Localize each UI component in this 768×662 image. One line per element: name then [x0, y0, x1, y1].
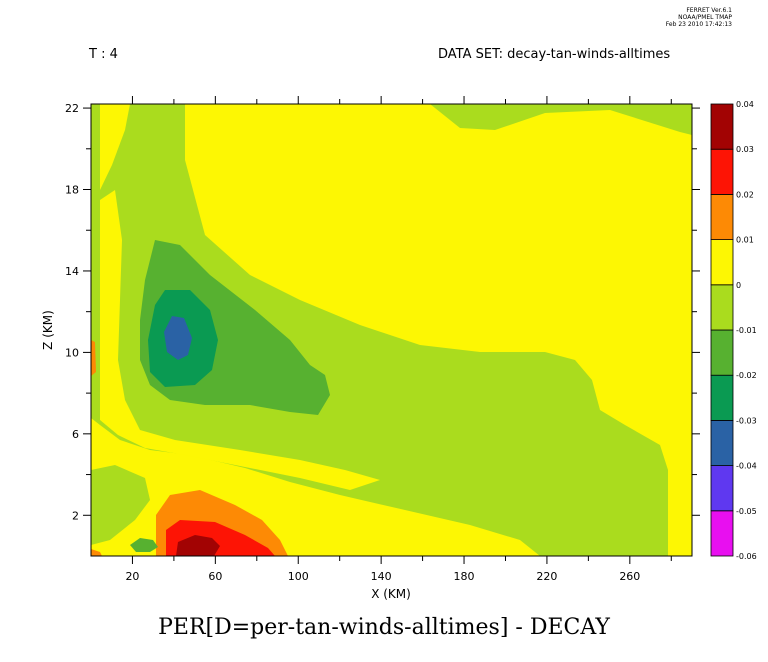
contour-band-pos004: [176, 535, 220, 556]
colorbar-label: 0: [736, 281, 741, 290]
colorbar-swatch: [710, 510, 734, 557]
plot-frame: [90, 103, 693, 557]
colorbar-swatch: [710, 193, 734, 240]
contour-band-neg001-top-right: [430, 104, 692, 135]
contour-band-pos001-inner-top: [100, 104, 130, 190]
stamp-line: FERRET Ver.6.1: [686, 7, 732, 14]
contour-field: [91, 104, 692, 556]
colorbar-label: 0.01: [736, 236, 754, 245]
colorbar-swatch: [710, 103, 734, 150]
colorbar-swatch: [710, 419, 734, 466]
colorbar-label: 0.04: [736, 100, 754, 109]
x-tick-label: 100: [288, 570, 309, 583]
x-tick-label: 260: [619, 570, 640, 583]
contour-band-neg004: [164, 316, 192, 360]
colorbar-label: -0.06: [736, 552, 757, 561]
y-tick-label: 22: [65, 102, 79, 115]
colorbar-label: 0.02: [736, 190, 754, 199]
x-axis-title: X (KM): [371, 587, 411, 601]
y-axis-title: Z (KM): [41, 310, 55, 350]
time-label: T : 4: [89, 47, 118, 62]
colorbar-label: -0.02: [736, 371, 757, 380]
contour-small-neg-spot: [130, 538, 158, 552]
colorbar-label: 0.03: [736, 145, 754, 154]
dataset-label: DATA SET: decay-tan-winds-alltimes: [438, 47, 671, 62]
contour-band-neg001-low-left: [91, 465, 150, 545]
y-tick-label: 10: [65, 346, 79, 359]
contour-band-neg001: [91, 104, 668, 556]
x-tick-label: 220: [536, 570, 557, 583]
colorbar-swatch: [710, 465, 734, 512]
colorbar-label: -0.01: [736, 326, 757, 335]
colorbar-swatch: [710, 239, 734, 286]
y-tick-label: 2: [72, 509, 79, 522]
contour-left-edge-orange: [91, 340, 96, 376]
x-tick-label: 180: [454, 570, 475, 583]
colorbar-label: -0.04: [736, 462, 757, 471]
colorbar: -0.06 -0.05 -0.04 -0.03 -0.02 -0.01 0 0.01 0.02 0…: [710, 100, 757, 561]
y-tick-label: 18: [65, 184, 79, 197]
y-tick-label: 6: [72, 428, 79, 441]
y-axis-ticks: 2 6 10 14 18 22: [65, 102, 700, 522]
colorbar-swatch: [710, 148, 734, 195]
ferret-stamp: FERRET Ver.6.1 NOAA/PMEL TMAP Feb 23 201…: [666, 7, 732, 28]
x-axis-ticks: 20 60 100 140 180 220 260: [125, 96, 672, 583]
x-tick-label: 60: [208, 570, 222, 583]
colorbar-swatch: [710, 284, 734, 331]
x-tick-label: 20: [125, 570, 139, 583]
colorbar-swatch: [710, 329, 734, 376]
colorbar-label: -0.03: [736, 416, 757, 425]
colorbar-swatch: [710, 374, 734, 421]
colorbar-label: -0.05: [736, 507, 757, 516]
contour-bottom-left-orange: [91, 549, 102, 556]
plot-title: PER[D=per-tan-winds-alltimes] - DECAY: [158, 615, 610, 640]
stamp-line: NOAA/PMEL TMAP: [678, 14, 732, 21]
x-tick-label: 140: [371, 570, 392, 583]
y-tick-label: 14: [65, 265, 79, 278]
stamp-line: Feb 23 2010 17:42:13: [665, 21, 732, 28]
